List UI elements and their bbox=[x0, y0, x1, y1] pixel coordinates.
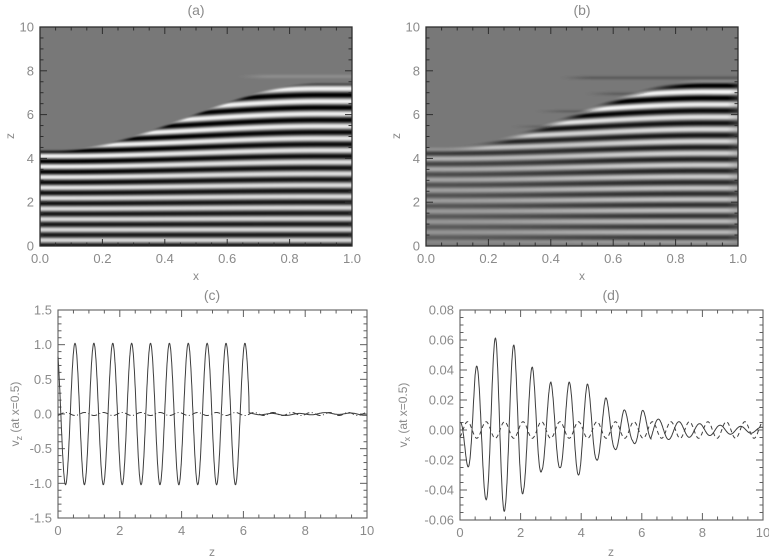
panel-b-yaxis-label: z bbox=[389, 133, 403, 139]
x-tick-label-d: 8 bbox=[699, 525, 706, 540]
y-tick-label-d: 0.00 bbox=[429, 423, 454, 438]
x-tick-label-d: 0 bbox=[456, 525, 463, 540]
x-tick-label-a: 0.0 bbox=[31, 251, 49, 266]
panel-c-title: (c) bbox=[203, 287, 221, 303]
y-tick-label-b: 4 bbox=[413, 151, 420, 166]
axis-box-d bbox=[459, 309, 764, 521]
y-tick-label-b: 2 bbox=[413, 195, 420, 210]
y-tick-label-a: 0 bbox=[27, 239, 34, 254]
x-tick-label-a: 0.4 bbox=[156, 251, 174, 266]
curve-d-dashed bbox=[459, 421, 764, 439]
x-tick-label-d: 4 bbox=[578, 525, 585, 540]
y-tick-label-c: -0.5 bbox=[30, 441, 52, 456]
panel-a-xaxis-label: x bbox=[193, 269, 199, 283]
x-tick-label-c: 8 bbox=[302, 523, 309, 538]
y-tick-label-c: -1.5 bbox=[30, 511, 52, 526]
y-tick-label-b: 10 bbox=[406, 20, 420, 35]
panel-b-xaxis-label: x bbox=[579, 269, 585, 283]
x-tick-label-c: 0 bbox=[54, 523, 61, 538]
x-tick-label-c: 6 bbox=[240, 523, 247, 538]
y-tick-label-d: 0.08 bbox=[429, 303, 454, 318]
panel-a-title: (a) bbox=[187, 2, 205, 18]
x-tick-label-b: 0.8 bbox=[667, 251, 685, 266]
heatmap-a-canvas bbox=[40, 27, 352, 246]
x-tick-label-d: 6 bbox=[638, 525, 645, 540]
y-tick-label-a: 4 bbox=[27, 151, 34, 166]
y-tick-label-d: 0.04 bbox=[429, 363, 454, 378]
x-tick-label-b: 1.0 bbox=[729, 251, 747, 266]
curve-c-dashdot bbox=[57, 412, 367, 416]
panel-b-title: (b) bbox=[573, 2, 591, 18]
y-tick-label-c: 0.5 bbox=[34, 372, 52, 387]
y-tick-label-c: 1.5 bbox=[34, 303, 52, 318]
y-tick-label-a: 8 bbox=[27, 63, 34, 78]
x-tick-label-b: 0.6 bbox=[604, 251, 622, 266]
panel-d-yaxis-label: vx (at x=0.5) bbox=[396, 382, 412, 448]
x-tick-label-a: 0.8 bbox=[281, 251, 299, 266]
curve-c-solid bbox=[57, 342, 367, 486]
x-tick-label-a: 0.2 bbox=[93, 251, 111, 266]
x-tick-label-b: 0.2 bbox=[479, 251, 497, 266]
axis-box-a bbox=[39, 26, 353, 247]
y-tick-label-c: 1.0 bbox=[34, 337, 52, 352]
x-tick-label-b: 0.4 bbox=[542, 251, 560, 266]
y-tick-label-d: -0.06 bbox=[424, 513, 454, 528]
heatmap-b-canvas bbox=[426, 27, 738, 246]
y-tick-label-d: -0.02 bbox=[424, 453, 454, 468]
y-tick-label-b: 0 bbox=[413, 239, 420, 254]
y-tick-label-a: 6 bbox=[27, 107, 34, 122]
y-tick-label-b: 8 bbox=[413, 63, 420, 78]
panel-d-xaxis-label: z bbox=[608, 545, 614, 559]
y-tick-label-d: 0.06 bbox=[429, 333, 454, 348]
x-tick-label-b: 0.0 bbox=[417, 251, 435, 266]
x-tick-label-c: 2 bbox=[116, 523, 123, 538]
x-tick-label-c: 10 bbox=[360, 523, 374, 538]
panel-c-xaxis-label: z bbox=[209, 545, 215, 559]
x-tick-label-d: 10 bbox=[756, 525, 769, 540]
x-tick-label-a: 0.6 bbox=[218, 251, 236, 266]
x-tick-label-a: 1.0 bbox=[343, 251, 361, 266]
y-tick-label-d: -0.04 bbox=[424, 483, 454, 498]
y-tick-label-c: -1.0 bbox=[30, 476, 52, 491]
axis-box-b bbox=[425, 26, 739, 247]
y-tick-label-a: 10 bbox=[20, 20, 34, 35]
panel-a-yaxis-label: z bbox=[3, 133, 17, 139]
panel-c-yaxis-label: vz (at x=0.5) bbox=[8, 381, 24, 447]
y-tick-label-b: 6 bbox=[413, 107, 420, 122]
x-tick-label-c: 4 bbox=[178, 523, 185, 538]
y-tick-label-a: 2 bbox=[27, 195, 34, 210]
axis-box-c bbox=[57, 309, 368, 519]
x-tick-label-d: 2 bbox=[517, 525, 524, 540]
panel-d-title: (d) bbox=[602, 287, 620, 303]
curve-d-solid bbox=[459, 337, 764, 512]
y-tick-label-c: 0.0 bbox=[34, 407, 52, 422]
y-tick-label-d: 0.02 bbox=[429, 393, 454, 408]
